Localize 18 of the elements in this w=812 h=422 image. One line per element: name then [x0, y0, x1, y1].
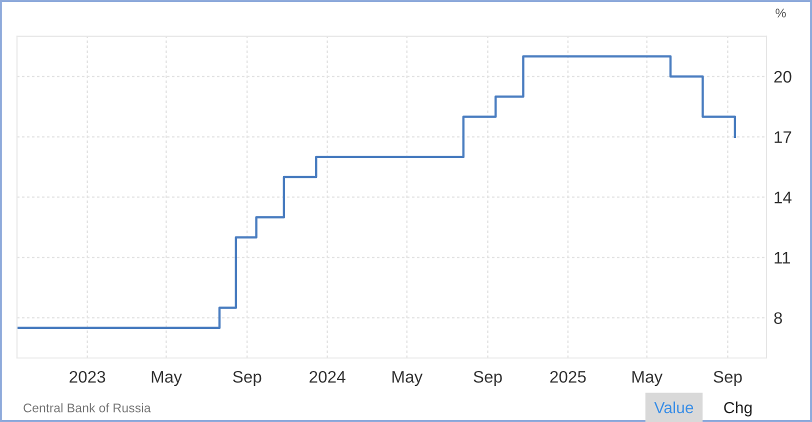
x-tick-label: 2023: [70, 370, 106, 383]
x-tick-label: May: [632, 371, 663, 386]
y-tick-label: 11: [774, 252, 790, 264]
y-axis-title: %: [776, 8, 786, 18]
y-tick-label: 8: [774, 312, 782, 324]
x-tick-label: Sep: [474, 370, 502, 386]
x-tick-label: 2025: [550, 370, 586, 383]
y-tick-label: 17: [774, 131, 792, 143]
x-tick-label: Sep: [233, 370, 262, 386]
y-tick-label: 14: [774, 192, 792, 204]
text: Chg: [724, 402, 752, 416]
x-tick-label: Sep: [714, 370, 742, 386]
x-tick-label: May: [392, 371, 423, 386]
text: Central Bank of Russia: [24, 403, 151, 412]
y-tick-label: 20: [774, 70, 792, 83]
text: Value: [654, 402, 694, 414]
x-tick-label: May: [152, 371, 182, 386]
x-tick-label: 2024: [310, 370, 346, 383]
